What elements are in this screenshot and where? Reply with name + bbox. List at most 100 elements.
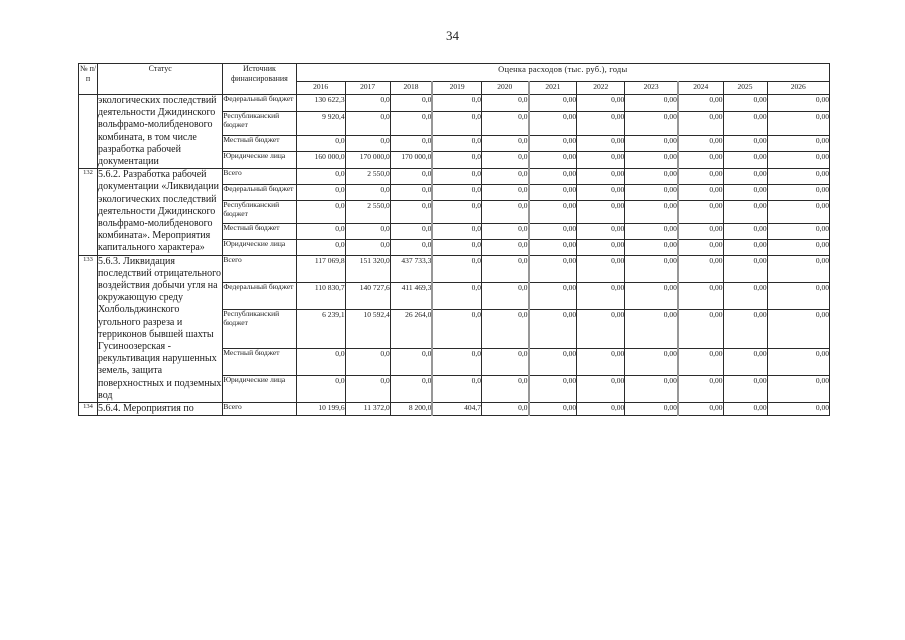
value-cell-2024: 0,00 xyxy=(676,347,724,376)
funding-source-cell: Всего xyxy=(222,402,297,417)
value-cell-2019: 0,0 xyxy=(431,374,482,404)
value-cell-2020: 0,0 xyxy=(480,200,530,224)
value-cell-2020: 0,0 xyxy=(480,374,530,404)
value-cell-2023: 0,00 xyxy=(624,308,679,349)
col-header-costs: Оценка расходов (тыс. руб.), годы xyxy=(295,63,831,82)
value-cell-2019: 0,0 xyxy=(431,281,482,310)
value-cell-2019: 0,0 xyxy=(431,347,482,376)
value-cell-2020: 0,0 xyxy=(480,254,530,283)
page-number: 34 xyxy=(446,28,459,43)
value-cell-2016: 0,0 xyxy=(295,134,346,153)
value-cell-2025: 0,00 xyxy=(722,347,768,376)
table-row: Республиканский бюджет 9 920,4 0,0 0,0 0,0 0,… xyxy=(79,110,831,136)
value-cell-2018: 0,0 xyxy=(389,184,433,202)
value-cell-2026: 0,00 xyxy=(766,168,831,186)
value-cell-2020: 0,0 xyxy=(480,347,530,376)
funding-source-cell: Республиканский бюджет xyxy=(222,110,297,136)
value-cell-2016: 9 920,4 xyxy=(295,110,346,136)
value-cell-2023: 0,00 xyxy=(624,347,679,376)
funding-source-cell: Юридические лица xyxy=(222,374,297,404)
value-cell-2023: 0,00 xyxy=(624,200,679,224)
value-cell-2024: 0,00 xyxy=(676,200,724,224)
row-number: 133 xyxy=(77,254,99,404)
value-cell-2022: 0,00 xyxy=(576,184,626,202)
value-cell-2016: 6 239,1 xyxy=(295,308,346,349)
value-cell-2018: 0,0 xyxy=(389,200,433,224)
year-header-2016: 2016 xyxy=(295,81,346,95)
years-header-row: 2016 2017 2018 2019 2020 2021 2022 2023 2024 2025… xyxy=(79,81,831,95)
value-cell-2018: 0,0 xyxy=(389,238,433,256)
value-cell-2021: 0,00 xyxy=(527,402,578,417)
value-cell-2026: 0,00 xyxy=(766,402,831,417)
value-cell-2025: 0,00 xyxy=(722,238,768,256)
value-cell-2024: 0,00 xyxy=(676,151,724,170)
value-cell-2023: 0,00 xyxy=(624,222,679,240)
value-cell-2020: 0,0 xyxy=(480,184,530,202)
value-cell-2024: 0,00 xyxy=(676,281,724,310)
value-cell-2024: 0,00 xyxy=(676,110,724,136)
value-cell-2020: 0,0 xyxy=(480,110,530,136)
value-cell-2019: 0,0 xyxy=(431,134,482,153)
value-cell-2016: 0,0 xyxy=(295,222,346,240)
value-cell-2019: 0,0 xyxy=(431,254,482,283)
funding-source-cell: Федеральный бюджет xyxy=(222,281,297,310)
table-row: Юридические лица 0,0 0,0 0,0 0,0 0,0 0,00 0,00 0… xyxy=(79,238,831,256)
status-cell: экологических последствий деятельности Д… xyxy=(97,93,224,170)
value-cell-2017: 0,0 xyxy=(344,238,391,256)
value-cell-2018: 0,0 xyxy=(389,347,433,376)
value-cell-2021: 0,00 xyxy=(527,238,578,256)
value-cell-2021: 0,00 xyxy=(527,168,578,186)
col-header-source: Источник финансирования xyxy=(222,63,297,95)
value-cell-2025: 0,00 xyxy=(722,151,768,170)
table-row: 134 5.6.4. Мероприятия по Всего 10 199,6 11 … xyxy=(77,402,831,417)
value-cell-2026: 0,00 xyxy=(766,184,831,202)
value-cell-2016: 160 000,0 xyxy=(295,151,346,170)
value-cell-2020: 0,0 xyxy=(480,168,530,186)
value-cell-2018: 411 469,3 xyxy=(389,281,433,310)
value-cell-2023: 0,00 xyxy=(624,110,679,136)
value-cell-2017: 0,0 xyxy=(344,110,391,136)
status-cell: 5.6.2. Разработка рабочей документации «… xyxy=(97,168,224,256)
value-cell-2016: 130 622,3 xyxy=(295,94,346,112)
value-cell-2020: 0,0 xyxy=(480,308,530,349)
row-number: 134 xyxy=(77,402,99,417)
value-cell-2018: 0,0 xyxy=(389,168,433,186)
year-header-2024: 2024 xyxy=(676,81,724,95)
value-cell-2018: 0,0 xyxy=(389,222,433,240)
value-cell-2022: 0,00 xyxy=(576,151,626,170)
value-cell-2022: 0,00 xyxy=(576,200,626,224)
value-cell-2024: 0,00 xyxy=(676,94,724,112)
value-cell-2022: 0,00 xyxy=(576,281,626,310)
year-header-2019: 2019 xyxy=(431,81,482,95)
value-cell-2016: 0,0 xyxy=(295,347,346,376)
value-cell-2020: 0,0 xyxy=(480,151,530,170)
value-cell-2026: 0,00 xyxy=(766,134,831,153)
value-cell-2022: 0,00 xyxy=(576,222,626,240)
value-cell-2019: 0,0 xyxy=(431,94,482,112)
col-header-status: Статус xyxy=(97,63,224,95)
value-cell-2022: 0,00 xyxy=(576,374,626,404)
value-cell-2023: 0,00 xyxy=(624,134,679,153)
value-cell-2022: 0,00 xyxy=(576,254,626,283)
value-cell-2016: 0,0 xyxy=(295,168,346,186)
year-header-2021: 2021 xyxy=(527,81,578,95)
value-cell-2023: 0,00 xyxy=(624,151,679,170)
value-cell-2018: 0,0 xyxy=(389,134,433,153)
value-cell-2018: 170 000,0 xyxy=(389,151,433,170)
value-cell-2024: 0,00 xyxy=(676,168,724,186)
value-cell-2022: 0,00 xyxy=(576,134,626,153)
value-cell-2017: 151 320,0 xyxy=(344,254,391,283)
value-cell-2022: 0,00 xyxy=(576,308,626,349)
value-cell-2024: 0,00 xyxy=(676,184,724,202)
value-cell-2025: 0,00 xyxy=(722,168,768,186)
table-container: № п/п Статус Источник финансирования Оце… xyxy=(77,63,831,417)
row-number: 132 xyxy=(77,168,99,256)
value-cell-2026: 0,00 xyxy=(766,151,831,170)
value-cell-2025: 0,00 xyxy=(722,94,768,112)
value-cell-2024: 0,00 xyxy=(676,222,724,240)
value-cell-2022: 0,00 xyxy=(576,347,626,376)
value-cell-2026: 0,00 xyxy=(766,374,831,404)
value-cell-2017: 0,0 xyxy=(344,222,391,240)
value-cell-2024: 0,00 xyxy=(676,374,724,404)
value-cell-2025: 0,00 xyxy=(722,110,768,136)
